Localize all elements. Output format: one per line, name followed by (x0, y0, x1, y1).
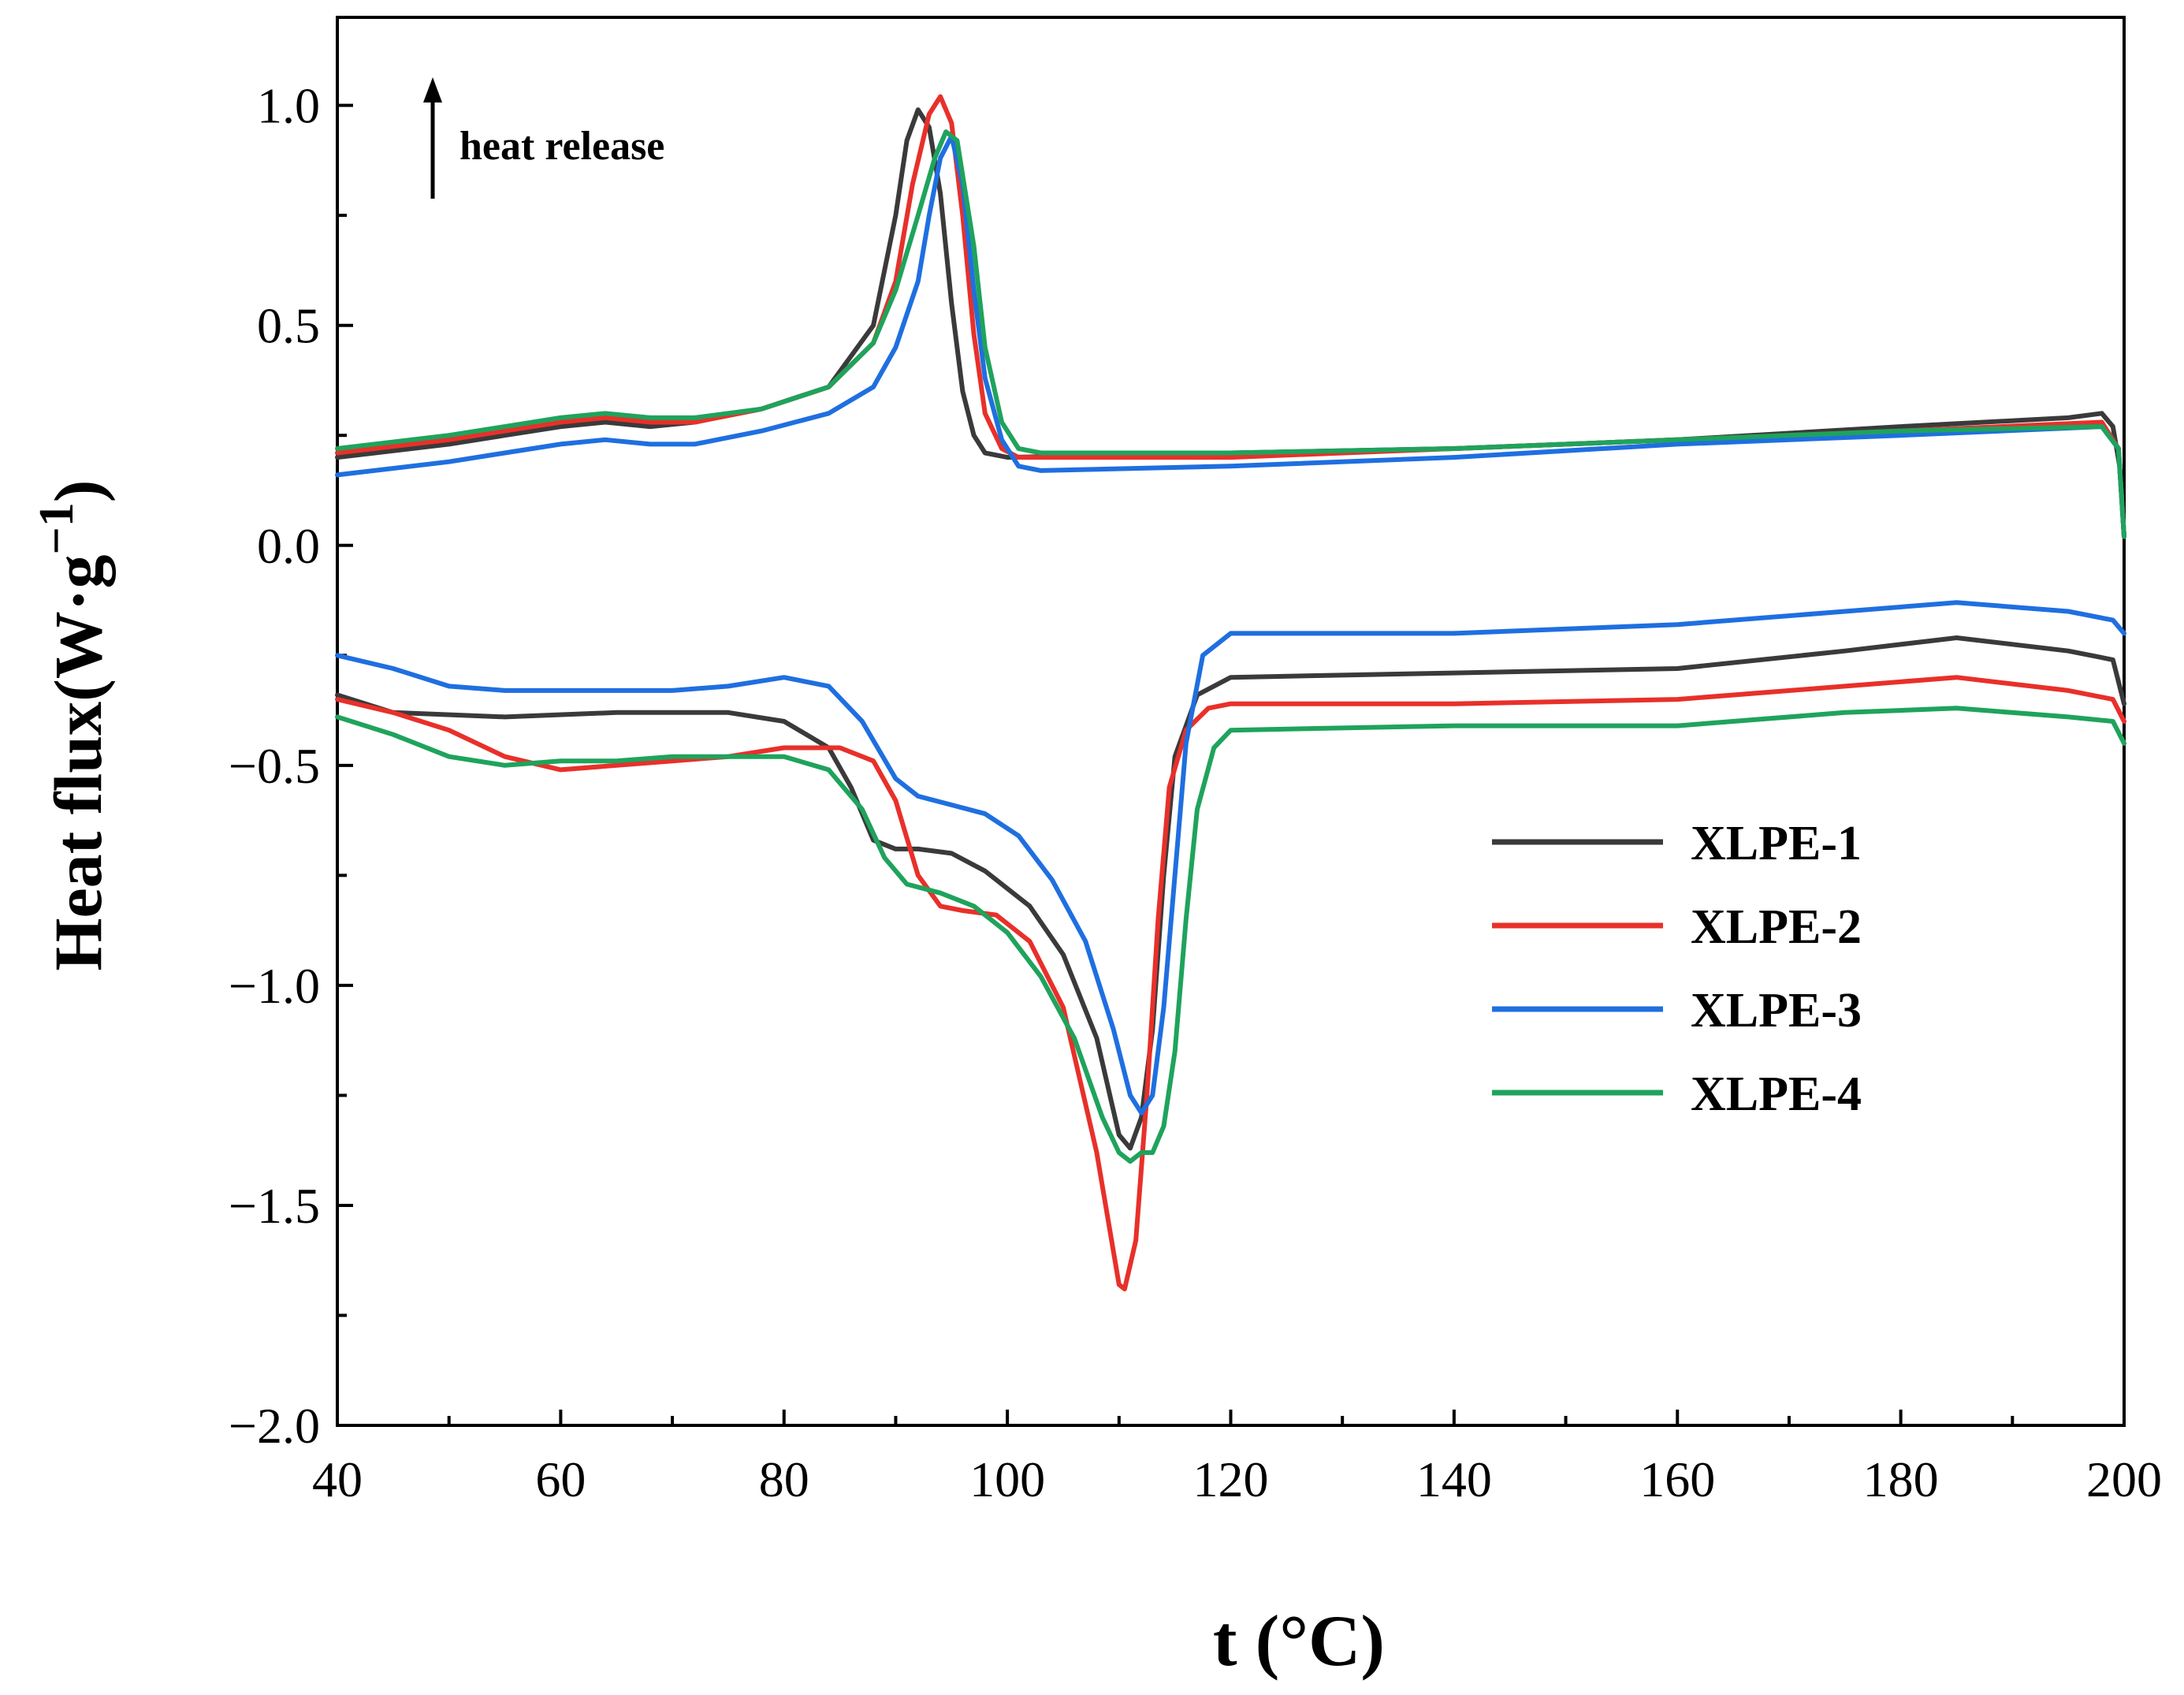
y-tick-label: 0.0 (257, 518, 320, 574)
x-tick-label: 200 (2086, 1451, 2162, 1507)
axis-tick-labels: 40 60 80 100 120 140 160 180 200 1.0 0.5 0.0 −0.5 −1.… (229, 78, 2162, 1507)
series-line-xlpe-3-upper (335, 133, 2126, 539)
series-layer (335, 94, 2126, 1291)
y-tick-label: −0.5 (229, 738, 320, 794)
arrow-head-icon (423, 77, 442, 102)
series-line-xlpe-2-lower (335, 675, 2126, 1291)
legend-label: XLPE-4 (1691, 1067, 1862, 1121)
annotation-label: heat release (459, 124, 664, 169)
y-axis-title: Heat flux(W·g−1) (30, 480, 116, 971)
y-axis-title-close: ) (40, 480, 116, 503)
x-tick-label: 60 (535, 1451, 586, 1507)
legend-label: XLPE-1 (1691, 817, 1862, 870)
x-tick-label: 180 (1863, 1451, 1939, 1507)
x-tick-label: 40 (312, 1451, 363, 1507)
heat-release-annotation: heat release (423, 77, 664, 199)
x-tick-label: 120 (1193, 1451, 1269, 1507)
x-axis-title-main: t (1213, 1600, 1237, 1681)
y-tick-label: −2.0 (229, 1398, 320, 1454)
legend-label: XLPE-3 (1691, 984, 1862, 1037)
y-tick-label: 0.5 (257, 298, 320, 354)
y-axis-title-exponent: −1 (30, 502, 84, 554)
series-line-xlpe-1-lower (335, 635, 2126, 1151)
legend: XLPE-1 XLPE-2 XLPE-3 XLPE-4 (1492, 817, 1862, 1121)
series-line-xlpe-3-lower (335, 600, 2126, 1116)
series-line-xlpe-4-lower (335, 706, 2126, 1164)
legend-label: XLPE-2 (1691, 900, 1862, 954)
x-axis-title-unit: (°C) (1256, 1600, 1386, 1681)
y-axis-title-main: Heat flux(W·g (40, 555, 116, 971)
x-tick-label: 140 (1416, 1451, 1492, 1507)
y-tick-label: −1.0 (229, 958, 320, 1014)
y-tick-label: 1.0 (257, 78, 320, 134)
series-line-xlpe-4-upper (335, 129, 2126, 539)
axis-ticks (336, 103, 2126, 1427)
x-tick-label: 80 (759, 1451, 809, 1507)
x-tick-label: 160 (1639, 1451, 1715, 1507)
x-tick-label: 100 (969, 1451, 1045, 1507)
series-line-xlpe-1-upper (335, 107, 2126, 539)
y-tick-label: −1.5 (229, 1178, 320, 1234)
x-axis-title: t (°C) (1213, 1600, 1385, 1681)
